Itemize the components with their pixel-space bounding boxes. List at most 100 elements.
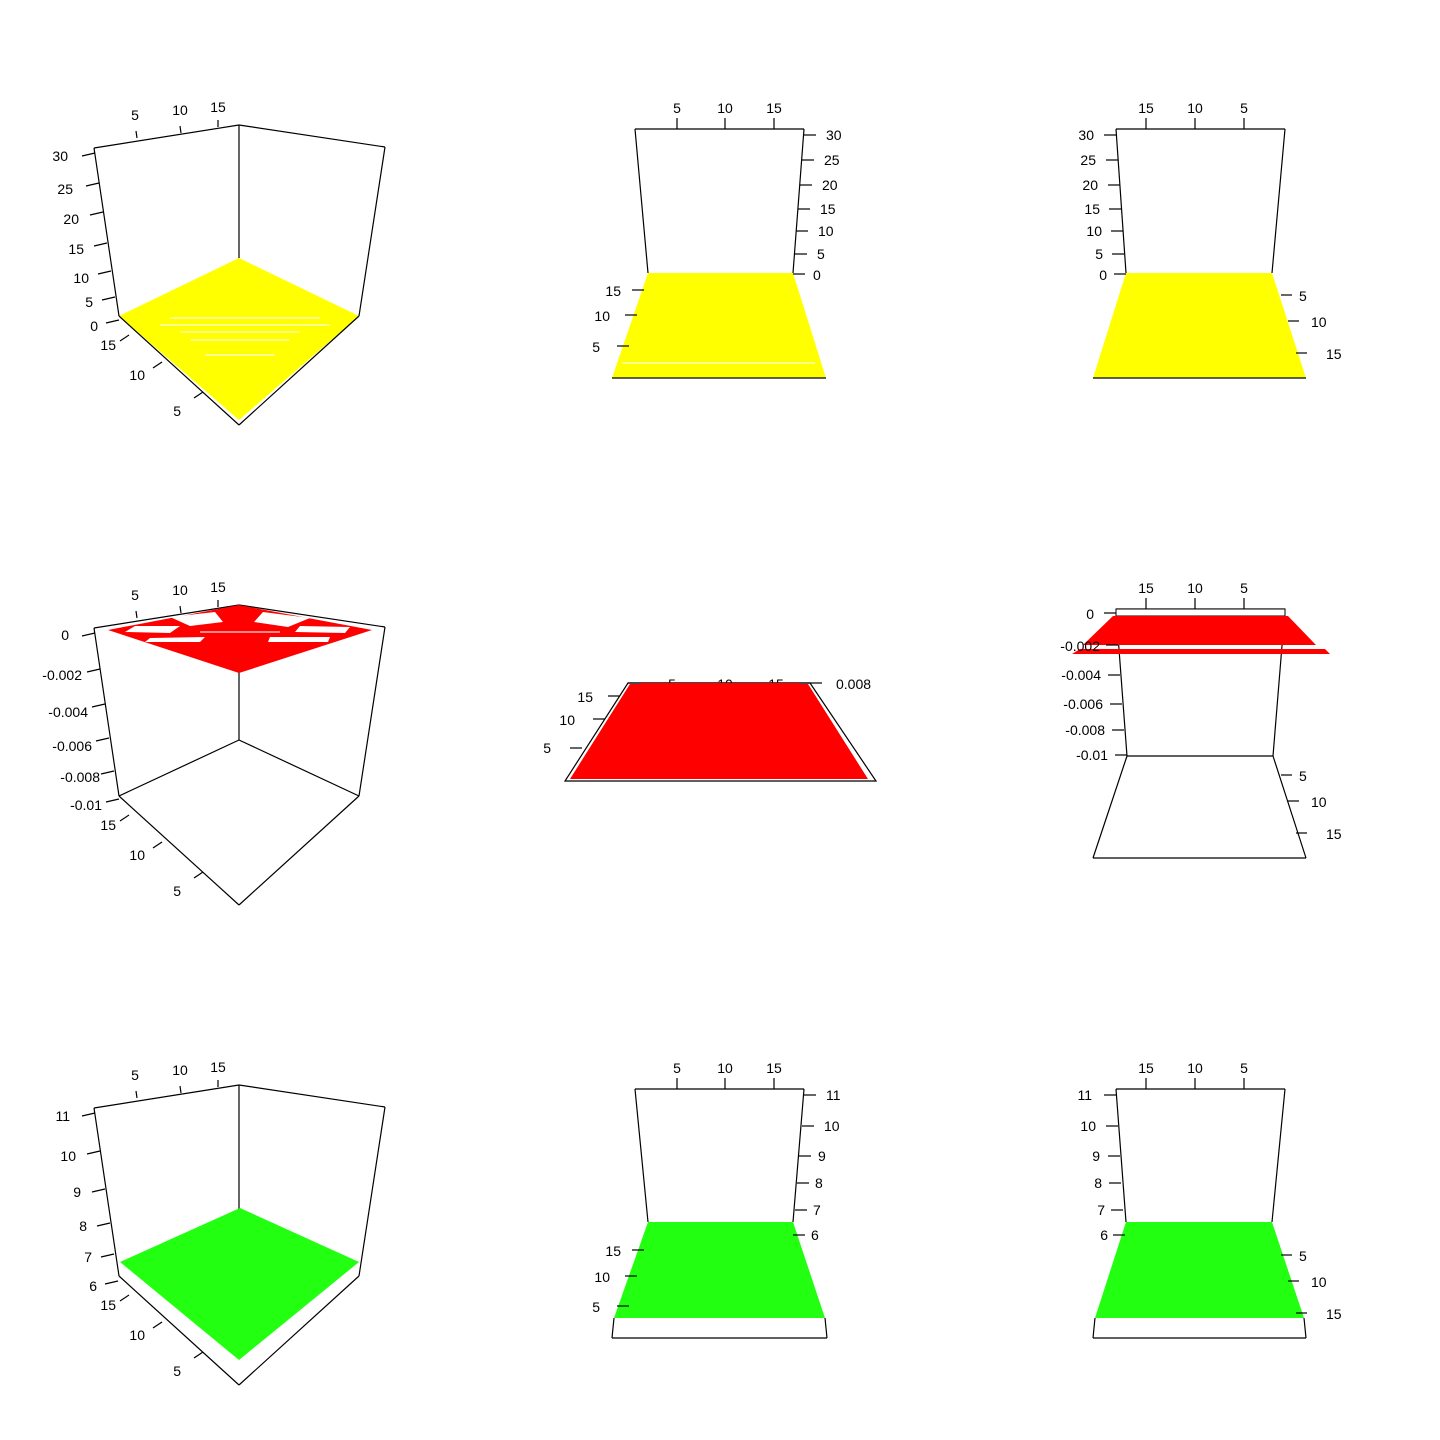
panel-8-z-tick: 10 xyxy=(824,1118,840,1134)
panel-9-y-tick: 10 xyxy=(1311,1274,1327,1290)
panel-7-x-tick: 15 xyxy=(210,1059,226,1075)
panel-5-z-overlap-label: 0.008 xyxy=(836,676,871,692)
panel-6-z-tick: -0.004 xyxy=(1061,667,1101,683)
panel-3-y-tick: 10 xyxy=(1311,314,1327,330)
panel-2: 5 10 15 30 25 20 15 10 5 0 15 10 5 xyxy=(592,100,842,379)
panel-7-y-tick: 10 xyxy=(129,1327,145,1343)
panel-6-z-tick: -0.002 xyxy=(1060,638,1100,654)
panel-6-x-tick: 5 xyxy=(1240,580,1248,596)
panel-4-box-outline xyxy=(93,604,240,629)
panel-5-y-tick: 10 xyxy=(559,712,575,728)
panel-4: 5 10 15 0 -0.002 -0.004 -0.006 -0.008 -0… xyxy=(42,579,386,906)
panel-2-z-tick: 25 xyxy=(824,152,840,168)
panel-9-z-tick: 6 xyxy=(1100,1227,1108,1243)
panel-9-z-tick: 7 xyxy=(1097,1202,1105,1218)
panel-1-x-tick: 10 xyxy=(172,102,188,118)
panel-1-z-tick: 30 xyxy=(52,148,68,164)
panel-7-surface xyxy=(120,1208,359,1360)
panel-7-z-tick: 11 xyxy=(55,1108,70,1124)
panel-9-z-tick: 8 xyxy=(1094,1175,1102,1191)
panel-9-x-tick: 5 xyxy=(1240,1060,1248,1076)
panel-2-z-tick: 15 xyxy=(820,201,836,217)
panel-9-z-tick: 11 xyxy=(1077,1087,1092,1103)
panel-3-z-tick: 25 xyxy=(1080,152,1096,168)
panel-3-x-tick: 15 xyxy=(1138,100,1154,116)
panel-2-x-tick: 5 xyxy=(673,100,681,116)
panel-2-x-tick: 10 xyxy=(717,100,733,116)
panel-8-x-tick: 5 xyxy=(673,1060,681,1076)
panel-9-surface xyxy=(1095,1222,1304,1318)
panel-7: 5 10 15 11 10 9 8 7 6 15 10 5 xyxy=(55,1059,386,1386)
panel-6-z-tick: -0.008 xyxy=(1065,722,1105,738)
panel-4-y-tick: 10 xyxy=(129,847,145,863)
panel-1-z-tick: 25 xyxy=(57,181,73,197)
panel-6-y-tick: 10 xyxy=(1311,794,1327,810)
panel-2-y-tick: 10 xyxy=(594,308,610,324)
panel-9: 15 10 5 11 10 9 8 7 6 5 10 15 xyxy=(1077,1060,1342,1339)
panel-2-y-tick: 5 xyxy=(592,339,600,355)
panel-7-z-tick: 7 xyxy=(84,1249,92,1265)
panel-2-z-tick: 0 xyxy=(813,267,821,283)
panel-1-z-tick: 0 xyxy=(90,318,98,334)
panel-3-z-tick: 10 xyxy=(1086,223,1102,239)
panel-1: 5 10 15 30 25 20 15 10 5 0 15 10 5 xyxy=(52,99,386,426)
panel-7-y-tick: 5 xyxy=(173,1363,181,1379)
panel-8-x-tick: 15 xyxy=(766,1060,782,1076)
panel-3-z-tick: 0 xyxy=(1099,267,1107,283)
panel-4-surface xyxy=(108,605,372,673)
panel-8-y-tick: 15 xyxy=(605,1243,621,1259)
panel-6-z-tick: -0.006 xyxy=(1063,696,1103,712)
panel-5: 0.008 5 10 15 15 10 5 xyxy=(543,676,878,782)
panel-9-z-tick: 10 xyxy=(1080,1118,1096,1134)
panel-1-y-tick: 5 xyxy=(173,403,181,419)
panel-7-box-outline xyxy=(93,1084,240,1109)
panel-8-z-tick: 8 xyxy=(815,1175,823,1191)
panel-8-surface xyxy=(614,1222,825,1318)
panel-4-y-tick: 5 xyxy=(173,883,181,899)
panel-3-surface xyxy=(1093,273,1306,378)
panel-2-z-tick: 20 xyxy=(822,177,838,193)
panel-1-z-tick: 15 xyxy=(68,241,84,257)
panel-1-x-tick: 5 xyxy=(131,107,139,123)
panel-4-x-tick: 10 xyxy=(172,582,188,598)
panel-8-z-tick: 9 xyxy=(818,1148,826,1164)
panel-6-y-tick: 15 xyxy=(1326,826,1342,842)
panel-7-x-tick: 5 xyxy=(131,1067,139,1083)
panel-7-z-tick: 8 xyxy=(79,1218,87,1234)
panel-9-x-tick: 15 xyxy=(1138,1060,1154,1076)
panel-7-z-tick: 10 xyxy=(60,1148,76,1164)
panel-4-z-tick: -0.008 xyxy=(60,769,100,785)
panel-1-z-tick: 5 xyxy=(85,294,93,310)
panel-4-y-tick: 15 xyxy=(100,817,116,833)
panel-6-x-tick: 10 xyxy=(1187,580,1203,596)
panel-9-y-tick: 5 xyxy=(1299,1248,1307,1264)
panel-3-z-tick: 20 xyxy=(1082,177,1098,193)
panel-1-y-tick: 10 xyxy=(129,367,145,383)
panel-9-x-tick: 10 xyxy=(1187,1060,1203,1076)
panel-6-surface xyxy=(1083,616,1316,645)
panel-8-y-tick: 10 xyxy=(594,1269,610,1285)
panel-6-y-tick: 5 xyxy=(1299,768,1307,784)
panel-4-x-tick: 15 xyxy=(210,579,226,595)
panel-5-y-tick: 15 xyxy=(577,689,593,705)
panel-3-z-tick: 5 xyxy=(1095,246,1103,262)
panel-5-y-tick: 5 xyxy=(543,740,551,756)
panel-8-z-tick: 11 xyxy=(826,1087,841,1103)
panel-2-z-tick: 30 xyxy=(826,127,842,143)
panel-7-x-tick: 10 xyxy=(172,1062,188,1078)
panel-3-x-tick: 5 xyxy=(1240,100,1248,116)
panel-8-y-tick: 5 xyxy=(592,1299,600,1315)
panel-7-z-tick: 6 xyxy=(89,1278,97,1294)
panel-2-surface xyxy=(612,273,826,378)
panel-4-x-tick: 5 xyxy=(131,587,139,603)
panel-6-x-tick: 15 xyxy=(1138,580,1154,596)
panel-9-y-tick: 15 xyxy=(1326,1306,1342,1322)
panel-3-y-tick: 5 xyxy=(1299,288,1307,304)
panel-3-y-tick: 15 xyxy=(1326,346,1342,362)
panel-6-z-tick: -0.01 xyxy=(1076,747,1108,763)
panel-8: 5 10 15 11 10 9 8 7 6 15 10 5 xyxy=(592,1060,841,1339)
panel-6: 15 10 5 0 -0.002 -0.004 -0.006 -0.008 -0… xyxy=(1060,580,1342,859)
panel-7-z-tick: 9 xyxy=(73,1184,81,1200)
panel-4-z-tick: -0.006 xyxy=(52,738,92,754)
